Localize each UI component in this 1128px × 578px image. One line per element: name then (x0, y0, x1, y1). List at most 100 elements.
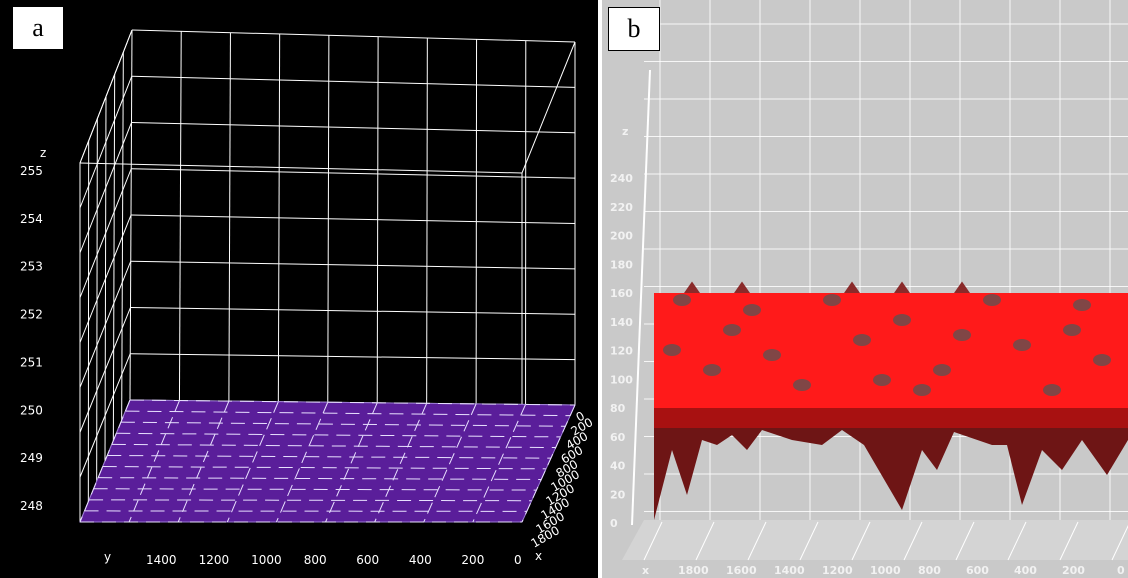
surface-shadow (1093, 354, 1111, 366)
wall-gridline (130, 307, 576, 315)
floor-gridline (799, 521, 819, 561)
x-tick-label: 800 (918, 564, 941, 577)
z-tick-label: 255 (20, 164, 43, 178)
surface-shadow (673, 294, 691, 306)
wall-gridline (131, 75, 576, 88)
z-tick-label: 252 (20, 308, 43, 322)
surface-gridline (423, 403, 477, 523)
z-tick-label: 160 (610, 287, 633, 300)
surface-gridline (521, 404, 576, 523)
x-axis-label: x (642, 564, 649, 577)
surface-shadow (893, 314, 911, 326)
wall-gridline (130, 214, 576, 224)
surface-shadow (823, 294, 841, 306)
x-tick-label: 0 (1117, 564, 1125, 577)
surface-shadow (743, 304, 761, 316)
surface-gridline (226, 401, 279, 523)
surface-peak (734, 281, 750, 293)
surface-shadow (703, 364, 721, 376)
floor-gridline (851, 521, 871, 561)
z-tick-label: 40 (610, 460, 626, 473)
y-axis-label: y (104, 550, 111, 564)
frame-edge (79, 162, 523, 174)
frame-edge (521, 41, 576, 174)
surface-gridline (374, 403, 428, 523)
wall-gridline (131, 168, 576, 179)
x-tick-label: 400 (1014, 564, 1037, 577)
z-tick-label: 80 (610, 402, 626, 415)
surface-gridline (111, 443, 556, 449)
surface-shadow (853, 334, 871, 346)
surface-shadow (913, 384, 931, 396)
x-tick-label: 1200 (822, 564, 853, 577)
surface-shadow (953, 329, 971, 341)
wall-gridline (130, 353, 576, 361)
y-tick-label: 1200 (199, 553, 230, 567)
surface-gridline (125, 410, 571, 417)
floor-gridline (643, 521, 663, 561)
floor-plane (622, 520, 1128, 560)
x-tick-label: 1600 (726, 564, 757, 577)
surface-shadow (663, 344, 681, 356)
floor-gridline (1111, 525, 1128, 561)
floor-gridline (747, 521, 767, 561)
surface-gridline (116, 432, 561, 438)
x-tick-label: 1400 (774, 564, 805, 577)
wall-gridline (130, 260, 576, 270)
z-tick-label: 240 (610, 172, 633, 185)
surface-shadow (1073, 299, 1091, 311)
surface-shadow (873, 374, 891, 386)
side-gridline (112, 74, 116, 441)
surface-gridline (120, 421, 566, 427)
y-tick-label: 1000 (251, 553, 282, 567)
side-gridline (104, 96, 107, 462)
panel-b-label: b (608, 7, 660, 51)
z-tick-label: 254 (20, 212, 43, 226)
surface-peak (684, 281, 700, 293)
surface-peak (844, 281, 860, 293)
z-tick-label: 251 (20, 355, 43, 369)
z-tick-label: 220 (610, 201, 633, 214)
z-tick-label: 253 (20, 260, 43, 274)
surface-front (654, 408, 1128, 520)
surface-peak (954, 281, 970, 293)
chart-a-canvas: z 255 254 253 252 251 250 249 248 y 1400 1200 1000 80… (20, 29, 595, 567)
z-tick-label: 100 (610, 373, 633, 386)
surface-shadow (1013, 339, 1031, 351)
surface-gridline (472, 404, 527, 523)
y-tick-label: 0 (514, 553, 522, 567)
z-tick-label: 0 (610, 517, 618, 530)
y-tick-label: 600 (356, 553, 379, 567)
floor-gridline (695, 521, 715, 561)
surface-gridline (79, 399, 131, 523)
surface-front-edge (654, 408, 1128, 428)
z-tick-label: 60 (610, 431, 626, 444)
wall-gridline (131, 29, 576, 43)
x-tick-label: 200 (1062, 564, 1085, 577)
surface-shadow (763, 349, 781, 361)
surface-gridline (102, 466, 547, 470)
z-tick-label: 20 (610, 488, 626, 501)
side-gridline (96, 118, 98, 482)
z-tick-label: 200 (610, 230, 633, 243)
surface-gridline (128, 400, 180, 523)
z-tick-label: 180 (610, 258, 633, 271)
y-tick-label: 200 (461, 553, 484, 567)
surface-gridline (98, 477, 542, 480)
surface-gridline (129, 399, 576, 406)
surface-gridline (275, 402, 329, 523)
y-tick-label: 1400 (146, 553, 177, 567)
z-tick-label: 120 (610, 345, 633, 358)
panel-a-label: a (12, 6, 64, 50)
floor-gridline (955, 521, 975, 561)
z-axis-label: z (622, 125, 628, 138)
surface-top (654, 293, 1128, 408)
z-tick-label: 140 (610, 316, 633, 329)
z-tick-label: 249 (20, 451, 43, 465)
surface-shadow (983, 294, 1001, 306)
side-gridline (121, 52, 124, 421)
z-tick-label: 248 (20, 499, 43, 513)
surface-peak (894, 281, 910, 293)
x-tick-label: 1800 (678, 564, 709, 577)
